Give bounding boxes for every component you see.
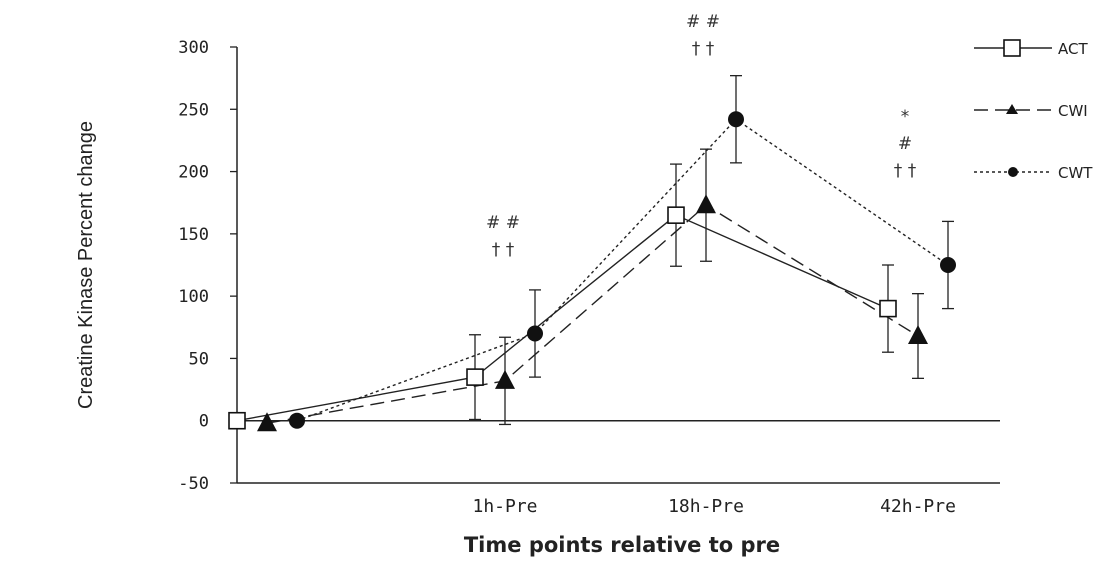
y-tick-label: 150	[178, 225, 209, 245]
y-tick-label: 300	[178, 38, 209, 58]
error-bars	[469, 75, 954, 426]
significance-marker: # #	[686, 12, 720, 32]
significance-annotations: # # † † # # † † * # † †	[486, 12, 917, 260]
series-line-act	[236, 214, 889, 422]
y-tick-label: 100	[178, 287, 209, 307]
data-point-cwi	[696, 194, 716, 214]
x-axis-label: Time points relative to pre	[464, 533, 780, 557]
y-tick-label: 250	[178, 100, 209, 120]
x-tick-label: 18h-Pre	[668, 496, 744, 517]
series-line-cwi	[266, 204, 919, 424]
legend-marker	[1008, 167, 1018, 177]
significance-marker: † †	[692, 39, 715, 59]
y-tick-label: -50	[178, 474, 209, 494]
data-point-cwi	[257, 412, 277, 432]
data-point-cwi	[495, 369, 515, 389]
significance-marker: † †	[894, 161, 917, 181]
significance-marker: #	[898, 134, 912, 154]
data-point-cwt	[728, 111, 744, 128]
data-point-act	[879, 299, 897, 318]
data-point-act	[466, 368, 484, 386]
x-tick-label: 42h-Pre	[880, 496, 956, 517]
data-point-cwt	[527, 325, 543, 342]
legend-marker	[1006, 104, 1018, 114]
data-point-cwt	[940, 257, 956, 273]
data-point-cwt	[289, 412, 305, 429]
y-tick-label: 50	[189, 349, 209, 369]
series-line-cwt	[296, 118, 949, 422]
data-markers	[228, 111, 956, 432]
y-tick-label: 200	[178, 163, 209, 183]
legend-marker	[1003, 39, 1021, 57]
series-lines	[236, 118, 949, 424]
legend: ACT CWI CWT	[974, 39, 1093, 182]
y-tick-label: 0	[199, 412, 209, 432]
x-tick-label: 1h-Pre	[472, 496, 537, 517]
data-point-cwi	[908, 325, 928, 345]
data-point-act	[667, 206, 685, 224]
legend-label: CWT	[1058, 164, 1093, 182]
axes: -50 0 50 100 150 200 250 300 1h-Pre 18h-Pre 42h-Pr…	[178, 38, 1000, 517]
y-axis-label: Creatine Kinase Percent change	[75, 121, 97, 409]
significance-marker: *	[901, 107, 910, 127]
data-point-act	[228, 411, 246, 430]
significance-marker: # #	[486, 213, 520, 233]
significance-marker: † †	[492, 240, 515, 260]
legend-label: ACT	[1058, 40, 1088, 58]
legend-label: CWI	[1058, 102, 1088, 120]
